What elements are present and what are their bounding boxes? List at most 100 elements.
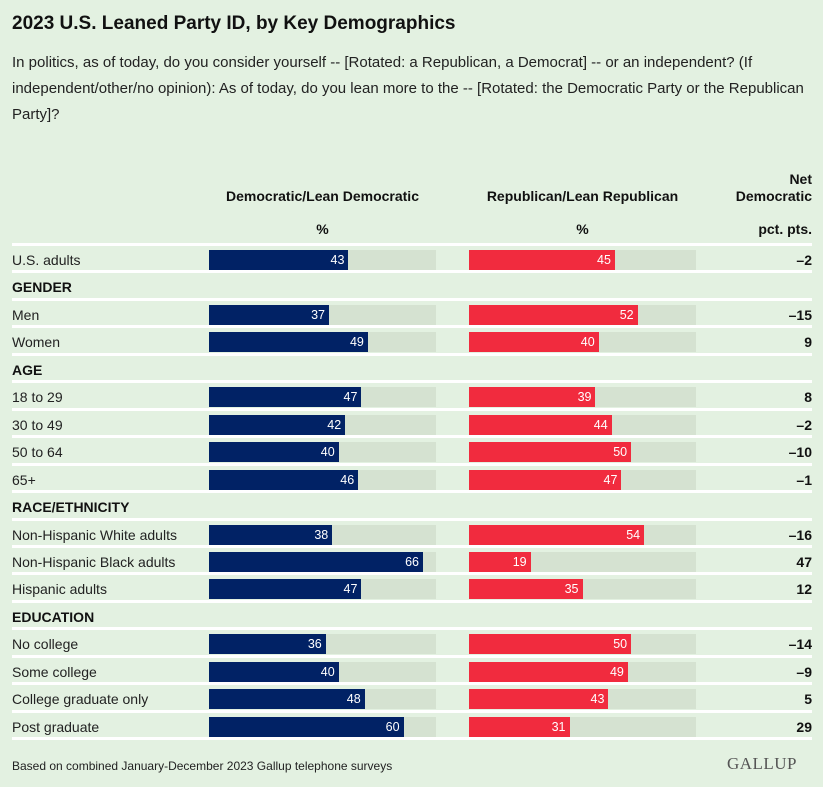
dem-bar-track: 47 — [209, 387, 436, 408]
dem-unit: % — [316, 221, 329, 237]
row-label: U.S. adults — [12, 252, 81, 268]
data-row: 50 to 64 40 50 –10 — [0, 438, 823, 465]
rep-value-label: 44 — [593, 417, 608, 432]
group-header-row: EDUCATION — [0, 603, 823, 630]
dem-bar-track: 46 — [209, 469, 436, 490]
dem-value-label: 60 — [385, 719, 400, 734]
net-value: –1 — [796, 471, 812, 488]
dem-value-label: 40 — [320, 445, 335, 460]
row-divider — [12, 517, 812, 521]
dem-bar: 48 — [209, 689, 365, 710]
dem-bar-track: 47 — [209, 579, 436, 600]
rep-bar-track: 31 — [469, 716, 696, 737]
rep-bar: 35 — [469, 579, 583, 600]
row-label: No college — [12, 636, 79, 653]
row-label: 65+ — [12, 471, 36, 488]
group-label: EDUCATION — [12, 608, 95, 625]
data-row: U.S. adults 43 45 –2 — [0, 246, 823, 273]
rep-bar-track: 45 — [469, 250, 696, 270]
row-divider — [12, 325, 812, 329]
row-label: Non-Hispanic White adults — [12, 526, 177, 543]
rep-bar-track: 50 — [469, 442, 696, 463]
rep-value-label: 45 — [597, 253, 611, 267]
row-divider — [12, 243, 812, 246]
dem-bar: 37 — [209, 304, 329, 325]
rep-bar-track: 47 — [469, 469, 696, 490]
data-row: No college 36 50 –14 — [0, 630, 823, 657]
dem-bar: 36 — [209, 634, 326, 655]
row-label: 18 to 29 — [12, 389, 63, 406]
row-label: Post graduate — [12, 718, 100, 735]
row-divider — [12, 435, 812, 439]
data-row: Non-Hispanic Black adults 66 19 47 — [0, 548, 823, 575]
rep-bar: 49 — [469, 661, 628, 682]
dem-bar: 43 — [209, 250, 349, 270]
dem-bar: 46 — [209, 469, 359, 490]
rep-value-label: 49 — [609, 664, 624, 679]
row-divider — [12, 297, 812, 301]
dem-value-label: 37 — [311, 307, 325, 322]
net-value: 5 — [804, 691, 812, 708]
data-row: 30 to 49 42 44 –2 — [0, 411, 823, 438]
row-label: Men — [12, 306, 40, 323]
row-divider — [12, 352, 812, 356]
rep-bar: 44 — [469, 414, 612, 435]
data-row: Men 37 52 –15 — [0, 301, 823, 328]
rep-column-header: Republican/Lean Republican — [486, 188, 679, 204]
group-label: GENDER — [12, 279, 72, 296]
dem-value-label: 38 — [314, 527, 329, 542]
rep-bar: 45 — [469, 250, 615, 270]
rep-value-label: 35 — [564, 582, 579, 597]
dem-bar-track: 40 — [209, 442, 436, 463]
dem-bar-track: 60 — [209, 716, 436, 737]
row-divider — [12, 270, 812, 274]
net-value: –9 — [796, 663, 812, 680]
data-row: Women 49 40 9 — [0, 328, 823, 355]
data-row: 65+ 46 47 –1 — [0, 466, 823, 493]
rep-bar: 52 — [469, 304, 638, 325]
rep-bar: 54 — [469, 524, 645, 545]
dem-bar-track: 40 — [209, 661, 436, 682]
group-header-row: RACE/ETHNICITY — [0, 493, 823, 520]
dem-bar-track: 49 — [209, 332, 436, 353]
dem-value-label: 48 — [346, 692, 361, 707]
rep-bar: 50 — [469, 442, 632, 463]
group-header-row: GENDER — [0, 273, 823, 300]
rep-value-label: 52 — [619, 307, 634, 322]
data-row: Some college 40 49 –9 — [0, 658, 823, 685]
net-value: 9 — [804, 334, 812, 351]
dem-bar-track: 38 — [209, 524, 436, 545]
net-value: –2 — [796, 252, 812, 268]
net-value: –14 — [788, 636, 812, 653]
dem-column-header: Democratic/Lean Democratic — [226, 188, 419, 204]
rep-bar-track: 19 — [469, 551, 696, 572]
dem-bar: 60 — [209, 716, 404, 737]
net-header-line1: Net — [789, 171, 812, 187]
net-value: –16 — [788, 526, 812, 543]
footnote: Based on combined January-December 2023 … — [12, 759, 393, 773]
row-divider — [12, 490, 812, 494]
net-value: –15 — [788, 306, 812, 323]
rep-value-label: 50 — [613, 637, 628, 652]
rep-bar: 47 — [469, 469, 622, 490]
rep-bar: 39 — [469, 387, 596, 408]
data-row: Post graduate 60 31 29 — [0, 713, 823, 740]
row-divider — [12, 654, 812, 658]
dem-value-label: 47 — [343, 390, 358, 405]
dem-value-label: 49 — [349, 335, 364, 350]
chart-subtitle: In politics, as of today, do you conside… — [12, 54, 804, 123]
row-divider — [12, 544, 812, 548]
net-value: 47 — [796, 553, 812, 570]
row-divider — [12, 599, 812, 603]
dem-bar: 38 — [209, 524, 333, 545]
net-value: –2 — [796, 416, 812, 433]
net-value: –10 — [788, 444, 812, 461]
rep-value-label: 47 — [603, 472, 618, 487]
dem-value-label: 43 — [330, 253, 345, 267]
group-label: AGE — [12, 361, 43, 378]
dem-bar: 40 — [209, 442, 339, 463]
net-unit: pct. pts. — [758, 221, 812, 237]
rep-value-label: 19 — [512, 554, 527, 569]
row-divider — [12, 737, 812, 741]
row-label: Women — [12, 334, 60, 351]
